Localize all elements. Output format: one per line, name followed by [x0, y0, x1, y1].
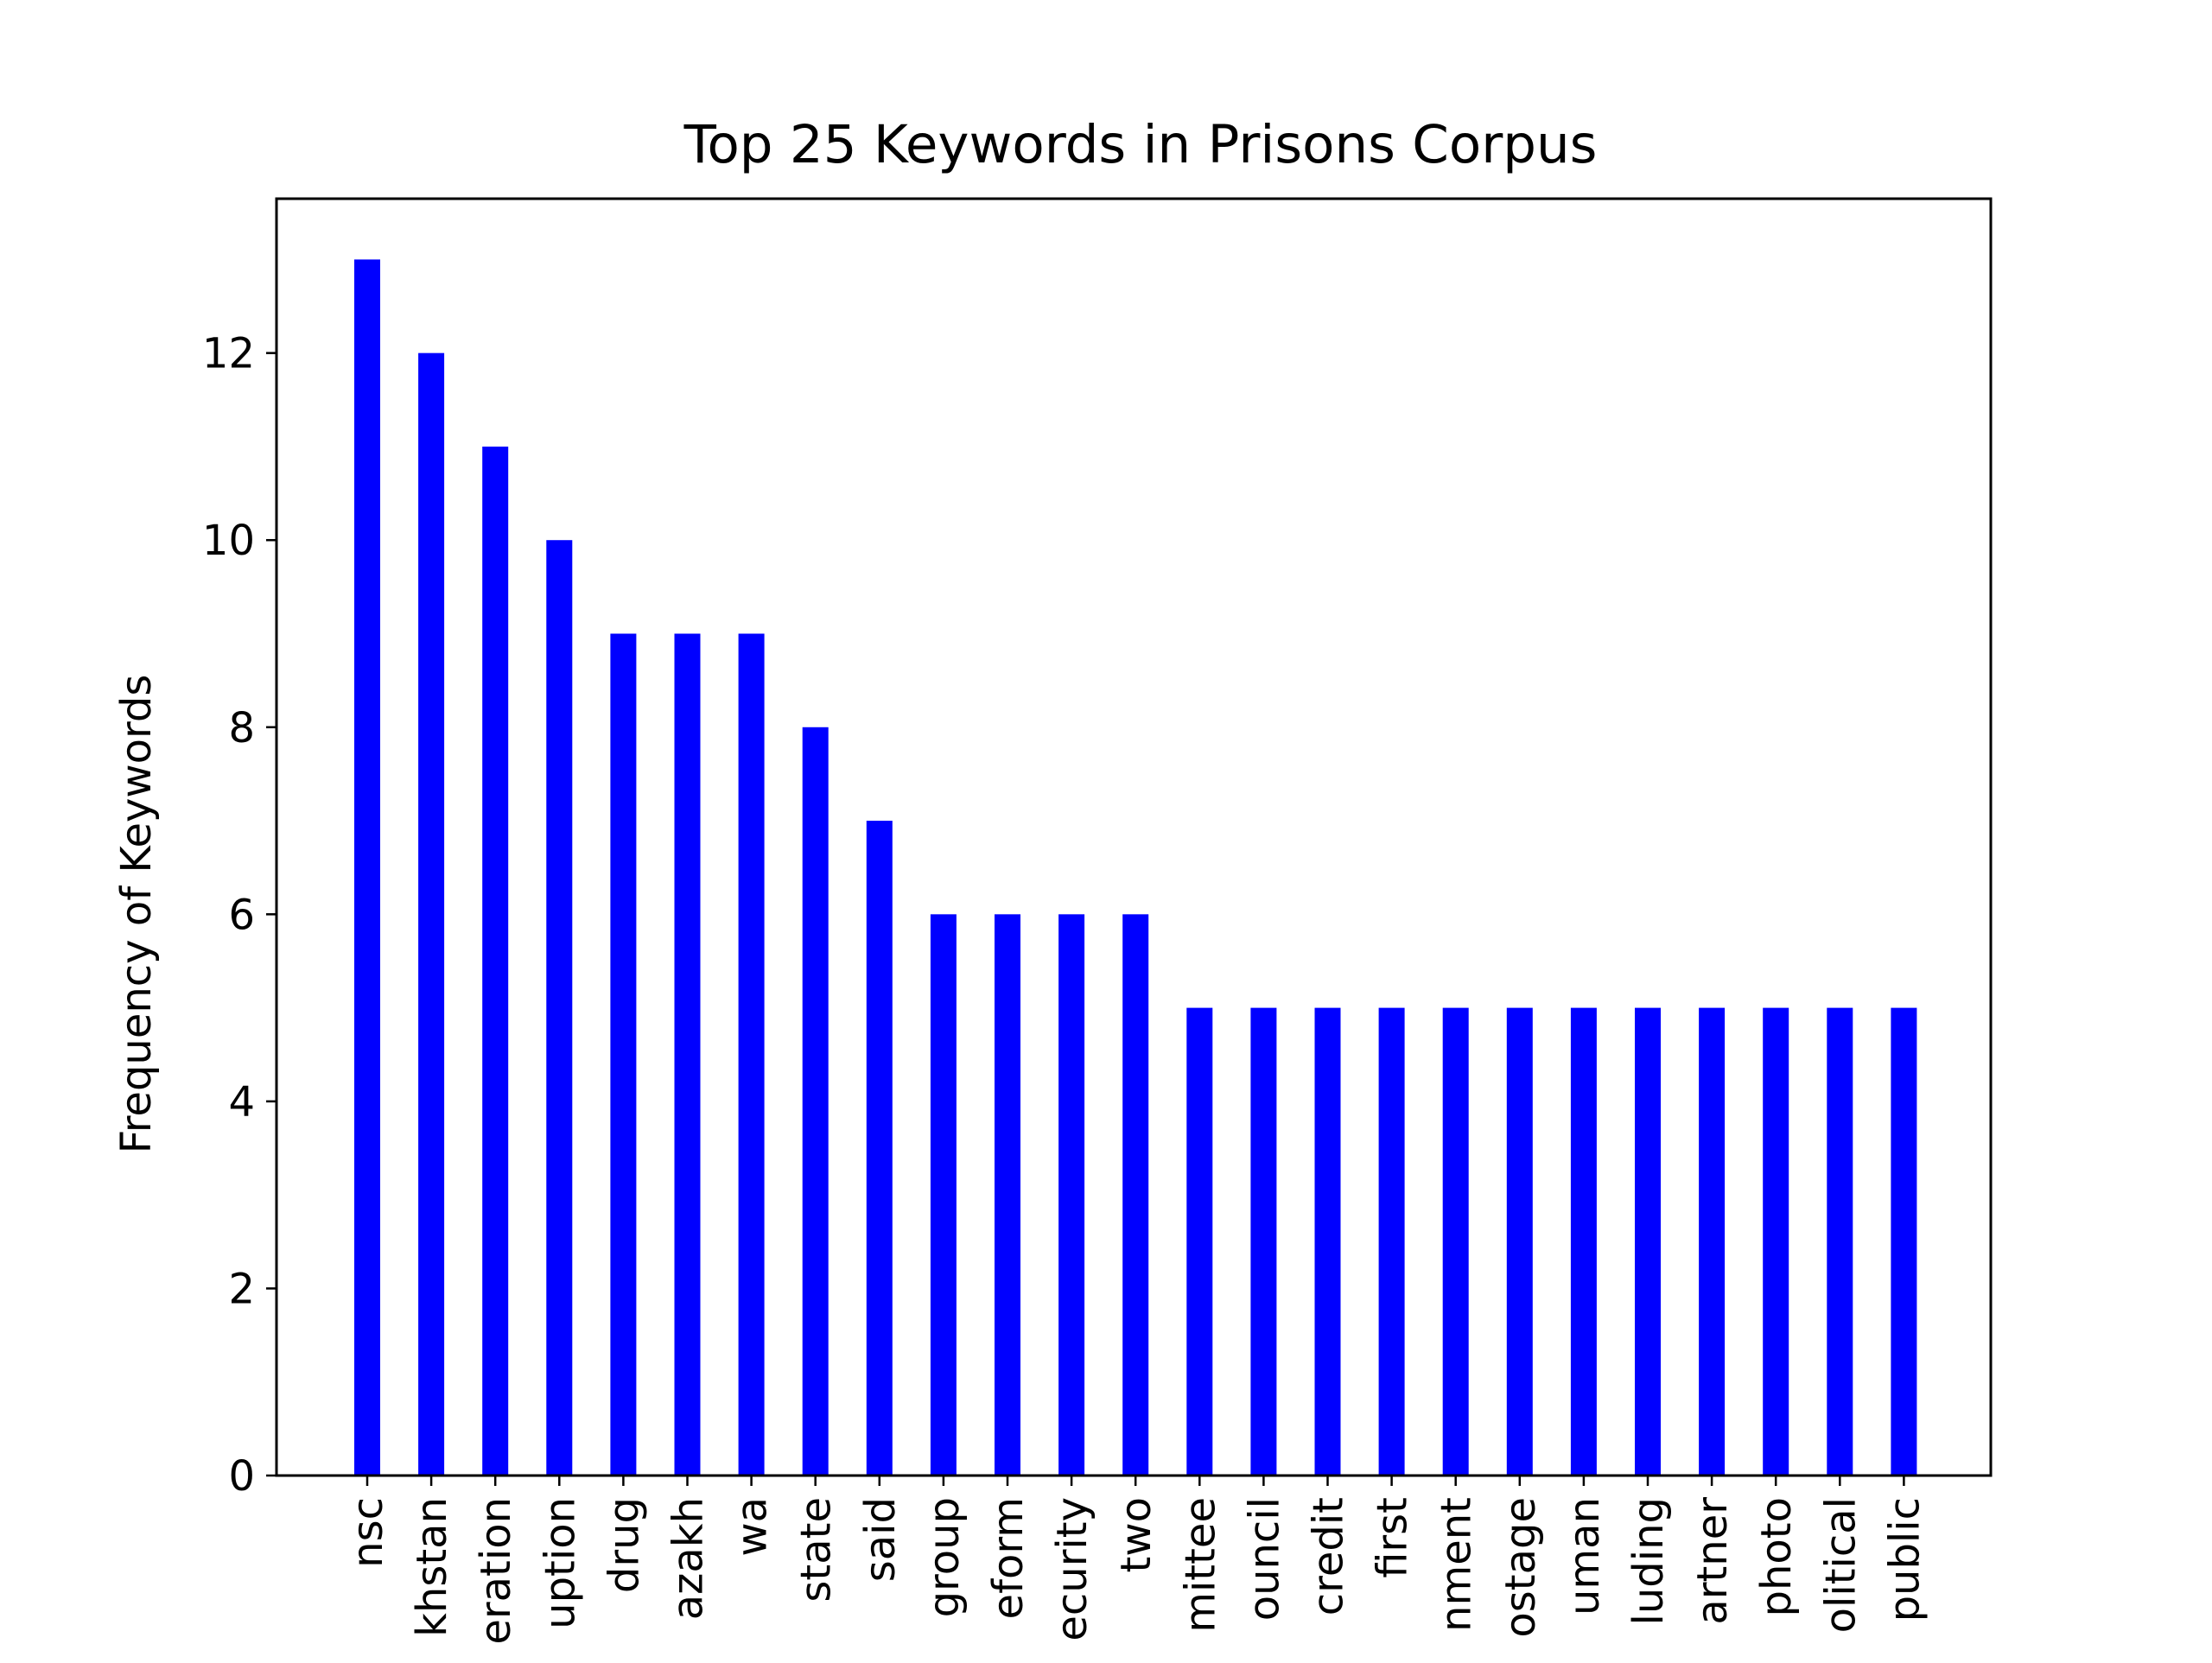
- x-tick-label: credit: [1305, 1497, 1353, 1615]
- x-tick-label: drug: [600, 1497, 648, 1593]
- bar-ecurity: [1058, 914, 1085, 1476]
- plot-area-frame: [275, 197, 1993, 1477]
- x-tick-label: public: [1880, 1497, 1929, 1622]
- y-tick-label: 10: [202, 517, 255, 565]
- x-tick-label: group: [920, 1497, 969, 1617]
- y-tick-label: 2: [228, 1265, 255, 1313]
- bar-mittee: [1186, 1007, 1213, 1476]
- x-tick-label: two: [1112, 1497, 1160, 1572]
- x-tick-label: nsc: [344, 1497, 392, 1568]
- y-tick-label: 0: [228, 1452, 255, 1501]
- x-tick-label: khstan: [408, 1497, 456, 1637]
- bar-ouncil: [1250, 1007, 1277, 1476]
- bar-two: [1122, 914, 1149, 1476]
- x-tick-label: azakh: [664, 1497, 713, 1620]
- x-tick-label: wa: [728, 1497, 777, 1557]
- bar-luding: [1635, 1007, 1661, 1476]
- bar-state: [802, 727, 829, 1476]
- x-tick-label: artner: [1688, 1497, 1737, 1625]
- bar-group: [930, 914, 957, 1476]
- bar-ostage: [1506, 1007, 1533, 1476]
- bar-artner: [1699, 1007, 1726, 1476]
- y-tick-label: 6: [228, 891, 255, 939]
- bars-group: [354, 259, 1917, 1476]
- bar-eration: [482, 446, 509, 1476]
- x-tick-label: ostage: [1497, 1497, 1545, 1638]
- x-tick-label: first: [1369, 1497, 1417, 1578]
- bar-azakh: [674, 633, 701, 1476]
- y-axis-ticks: 0 2 4 6 8 10 12: [202, 330, 276, 1501]
- chart-title: Top 25 Keywords in Prisons Corpus: [683, 114, 1598, 175]
- x-tick-label: uman: [1560, 1497, 1609, 1615]
- x-tick-label: photo: [1752, 1497, 1801, 1616]
- bar-public: [1891, 1007, 1917, 1476]
- bar-nsc: [354, 259, 380, 1476]
- y-tick-label: 4: [228, 1078, 255, 1127]
- y-tick-label: 8: [228, 704, 255, 752]
- bar-uman: [1570, 1007, 1597, 1476]
- x-tick-label: eration: [472, 1497, 520, 1645]
- bar-drug: [610, 633, 637, 1476]
- bar-wa: [738, 633, 765, 1476]
- x-tick-label: eform: [984, 1497, 1033, 1619]
- bar-olitical: [1827, 1007, 1853, 1476]
- bar-first: [1378, 1007, 1405, 1476]
- x-tick-label: luding: [1624, 1497, 1673, 1625]
- y-axis-label: Frequency of Keywords: [112, 675, 161, 1154]
- bar-credit: [1314, 1007, 1341, 1476]
- x-tick-label: state: [792, 1497, 841, 1603]
- bar-eform: [995, 914, 1020, 1476]
- y-tick-label: 12: [202, 330, 255, 378]
- x-axis-ticks: nsc khstan eration uption drug azakh wa state sa…: [344, 1476, 1929, 1645]
- x-tick-label: olitical: [1816, 1497, 1865, 1633]
- x-tick-label: ecurity: [1048, 1497, 1096, 1641]
- x-tick-label: mittee: [1176, 1497, 1224, 1633]
- x-tick-label: nment: [1433, 1497, 1481, 1632]
- bar-photo: [1763, 1007, 1789, 1476]
- bar-nment: [1442, 1007, 1469, 1476]
- x-tick-label: uption: [536, 1497, 584, 1629]
- bar-khstan: [418, 352, 445, 1476]
- bar-said: [866, 821, 893, 1476]
- bar-uption: [546, 540, 573, 1476]
- x-tick-label: ouncil: [1240, 1497, 1288, 1621]
- x-tick-label: said: [856, 1497, 905, 1582]
